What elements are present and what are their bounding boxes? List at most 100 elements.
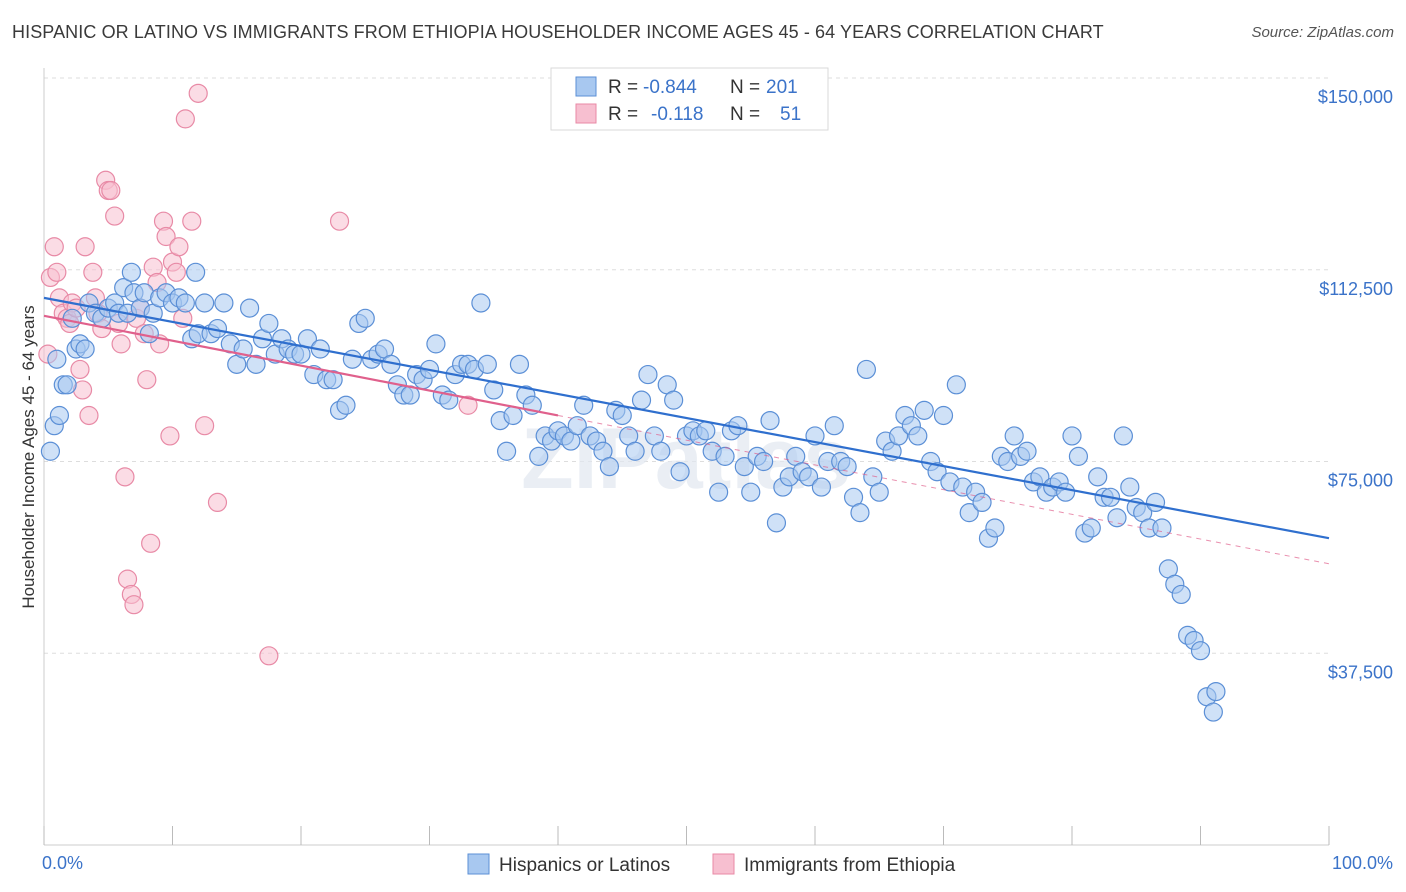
legend-n-label-1: N = — [730, 77, 760, 98]
trend-line-ethiopia — [43, 314, 559, 417]
x-tick-label-0: 0.0% — [42, 853, 83, 873]
hispanic-point-179 — [1145, 492, 1166, 513]
hispanic-point-127 — [811, 477, 832, 497]
ethiopia-point-49 — [329, 211, 350, 231]
hispanic-point-54 — [342, 349, 362, 369]
hispanic-point-167 — [1068, 446, 1089, 466]
hispanic-point-80 — [509, 354, 530, 374]
ethiopia-point-46 — [195, 416, 215, 436]
hispanic-point-56 — [355, 308, 375, 328]
ethiopia-point-23 — [111, 334, 131, 354]
hispanic-point-136 — [869, 482, 889, 502]
hispanic-point-102 — [651, 441, 671, 461]
ethiopia-point-43 — [175, 109, 195, 129]
ethiopia-point-38 — [160, 426, 180, 446]
hispanic-point-53 — [336, 395, 356, 415]
bottom-legend-label-blue: Hispanics or Latinos — [499, 855, 670, 876]
ethiopia-point-24 — [115, 467, 135, 487]
hispanic-point-75 — [477, 354, 497, 374]
hispanic-point-119 — [760, 410, 780, 431]
trend-lines — [43, 296, 1330, 565]
hispanic-point-100 — [638, 364, 658, 385]
y-tick-label-3: $150,000 — [1318, 87, 1393, 107]
hispanic-point-21 — [139, 324, 159, 344]
ethiopia-point-44 — [182, 211, 202, 231]
y-tick-labels: $37,500 $75,000 $112,500 $150,000 — [1318, 87, 1393, 682]
legend-swatch-blue — [575, 76, 597, 97]
hispanic-point-183 — [1171, 584, 1191, 605]
hispanic-point-139 — [888, 426, 909, 446]
hispanic-point-125 — [798, 467, 819, 487]
bottom-legend: Hispanics or Latinos Immigrants from Eth… — [467, 853, 956, 876]
hispanic-point-159 — [1017, 441, 1037, 461]
legend-r-value-2: -0.118 — [651, 104, 703, 125]
legend-box — [550, 67, 829, 131]
legend-r-label-1: R = — [608, 77, 638, 98]
hispanic-point-8 — [75, 339, 95, 359]
hispanic-point-96 — [612, 405, 632, 426]
ethiopia-point-32 — [141, 533, 161, 553]
bottom-legend-label-pink: Immigrants from Ethiopia — [744, 855, 956, 876]
hispanic-point-109 — [696, 421, 716, 441]
hispanic-point-78 — [497, 441, 517, 461]
hispanic-point-131 — [837, 457, 857, 477]
hispanic-point-2 — [49, 405, 70, 426]
bottom-legend-swatch-pink — [712, 853, 735, 875]
ethiopia-point-3 — [47, 262, 67, 282]
hispanic-point-175 — [1120, 477, 1140, 497]
hispanic-point-89 — [567, 416, 587, 436]
bottom-legend-swatch-blue — [467, 853, 490, 875]
hispanic-point-169 — [1081, 518, 1101, 538]
legend: R = -0.844 N = 201 R = -0.118 N = 51 — [550, 67, 829, 131]
hispanic-point-115 — [734, 457, 754, 477]
hispanic-point-133 — [850, 503, 870, 523]
hispanic-point-186 — [1190, 641, 1211, 661]
ethiopia-point-10 — [70, 359, 90, 380]
hispanic-point-0 — [40, 441, 61, 461]
hispanic-point-99 — [631, 390, 652, 410]
hispanic-point-154 — [985, 518, 1005, 538]
ethiopia-point-13 — [79, 405, 99, 426]
x-tick-labels: 0.0% 100.0% — [42, 853, 1393, 873]
hispanic-point-51 — [323, 370, 343, 390]
hispanic-point-79 — [503, 405, 523, 426]
hispanic-point-174 — [1113, 426, 1134, 446]
hispanic-point-27 — [175, 293, 195, 313]
y-tick-label-0: $37,500 — [1328, 662, 1393, 682]
hispanic-point-173 — [1107, 508, 1127, 528]
legend-n-value-2: 51 — [780, 104, 801, 125]
legend-swatch-pink — [575, 103, 597, 124]
ethiopia-point-2 — [44, 237, 64, 257]
hispanic-point-111 — [709, 482, 729, 502]
hispanic-point-116 — [741, 482, 761, 502]
hispanic-point-120 — [766, 513, 787, 533]
hispanic-point-180 — [1152, 518, 1172, 538]
legend-r-label-2: R = — [608, 104, 638, 125]
ethiopia-point-31 — [137, 370, 157, 390]
source-credit: Source: ZipAtlas.com — [1251, 24, 1394, 41]
hispanic-point-41 — [259, 313, 279, 334]
legend-n-value-1: 201 — [766, 77, 798, 98]
hispanic-point-104 — [664, 390, 684, 410]
ethiopia-point-48 — [259, 646, 279, 666]
ethiopia-point-41 — [169, 237, 189, 257]
ethiopia-point-21 — [105, 206, 125, 226]
hispanic-point-5 — [62, 308, 82, 328]
hispanic-point-146 — [933, 405, 954, 426]
hispanic-point-166 — [1062, 426, 1082, 446]
x-tick-label-1: 100.0% — [1332, 853, 1393, 873]
hispanic-point-188 — [1203, 702, 1223, 722]
legend-n-label-2: N = — [730, 104, 760, 125]
ethiopia-point-45 — [188, 83, 208, 103]
hispanic-point-189 — [1206, 681, 1226, 702]
hispanic-point-38 — [240, 298, 260, 318]
hispanic-point-134 — [856, 359, 877, 380]
ethiopia-point-37 — [156, 226, 176, 247]
hispanic-point-152 — [972, 492, 992, 513]
hispanic-point-142 — [908, 426, 928, 446]
hispanic-point-17 — [121, 262, 141, 282]
hispanic-point-150 — [959, 503, 979, 523]
hispanic-point-98 — [625, 441, 645, 461]
hispanic-point-94 — [599, 457, 620, 477]
hispanic-point-143 — [914, 400, 934, 420]
